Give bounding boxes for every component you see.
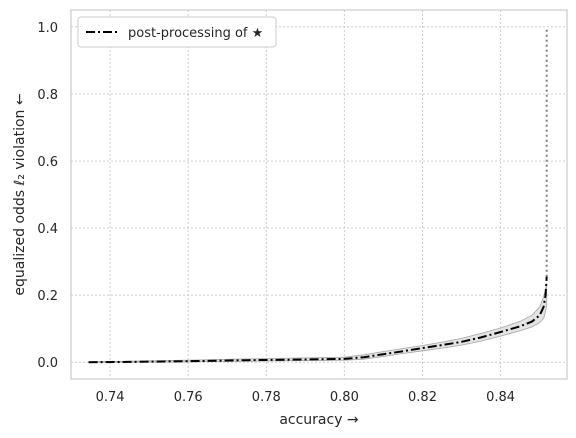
plot-frame [70,9,568,380]
x-tick-label: 0.78 [252,390,281,405]
y-axis-ticks: 0.0 0.2 0.4 0.6 0.8 1.0 [37,21,58,371]
grid [71,10,567,379]
y-tick-label: 1.0 [37,21,58,36]
legend: post-processing of ★ [77,16,277,48]
x-tick-label: 0.76 [174,390,203,405]
y-tick-label: 0.8 [37,88,58,103]
y-tick-label: 0.6 [37,155,58,170]
series-line-post-processing [88,276,548,364]
y-tick-label: 0.0 [37,356,58,371]
confidence-band-layer [88,283,548,363]
series-layer [88,26,548,364]
x-tick-label: 0.84 [486,390,515,405]
x-tick-label: 0.80 [330,390,359,405]
x-tick-label: 0.74 [96,390,125,405]
legend-box [77,16,277,48]
x-axis-label: accuracy → [279,412,359,428]
x-tick-label: 0.82 [408,390,437,405]
y-axis-label: equalized odds ℓ₂ violation ← [12,93,28,295]
x-axis-ticks: 0.74 0.76 0.78 0.80 0.82 0.84 [96,390,516,405]
confidence-band [88,283,548,363]
legend-entry-post-processing: post-processing of ★ [128,26,263,41]
y-tick-label: 0.4 [37,222,58,237]
y-tick-label: 0.2 [37,289,58,304]
